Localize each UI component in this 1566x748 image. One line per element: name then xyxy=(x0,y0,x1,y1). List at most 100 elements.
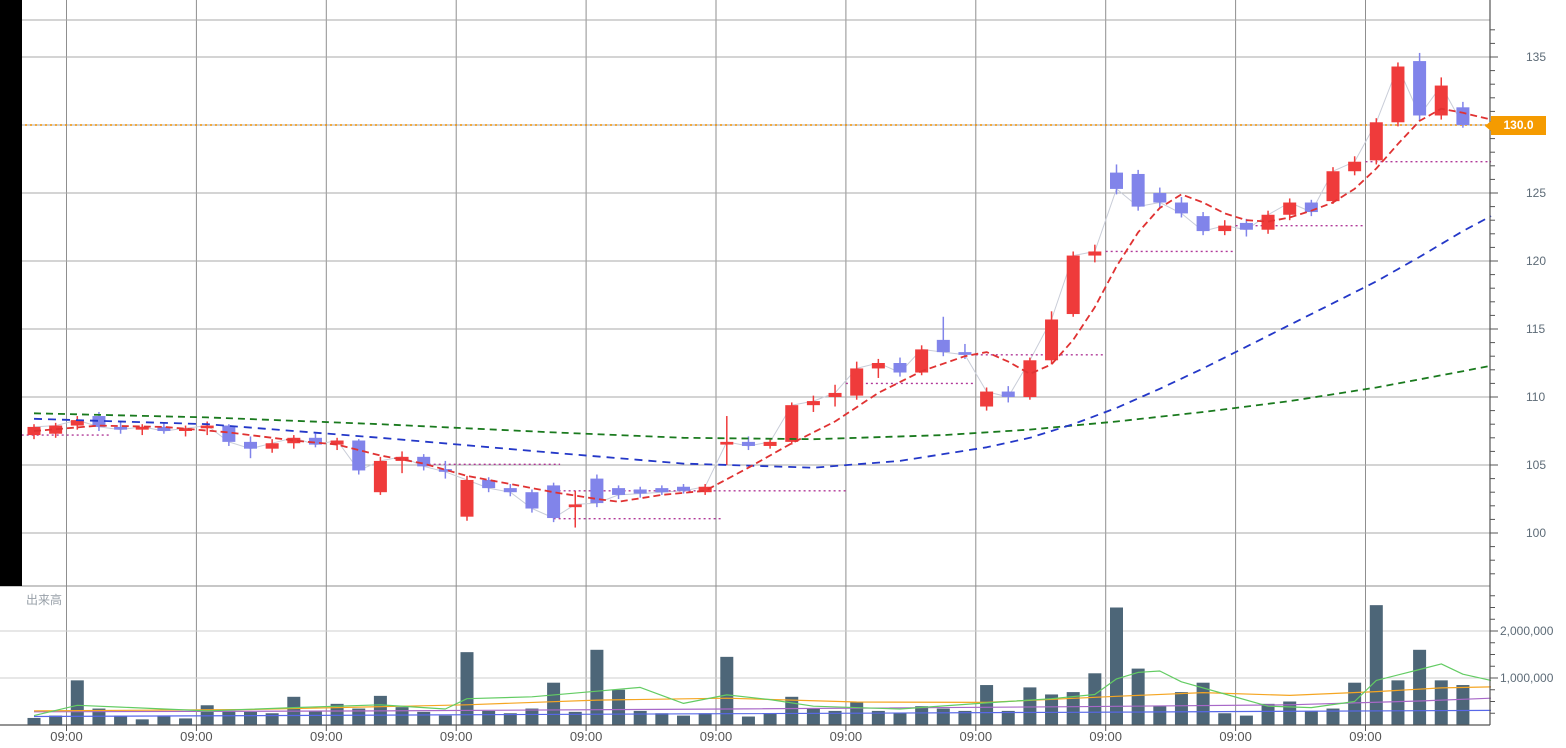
left-edge-bar xyxy=(0,0,22,586)
volume-axis-label: 1,000,000 xyxy=(1500,671,1554,685)
time-axis-label: 09:00 xyxy=(310,729,343,744)
time-axis-label: 09:00 xyxy=(830,729,863,744)
price-axis-label: 105 xyxy=(1526,458,1546,472)
volume-bar xyxy=(330,703,344,725)
price-axis-label: 120 xyxy=(1526,254,1546,268)
volume-bar xyxy=(915,706,929,725)
candle-down xyxy=(92,416,106,427)
price-axis-label: 110 xyxy=(1526,390,1545,404)
volume-bar xyxy=(806,708,820,725)
candle-down xyxy=(958,352,972,355)
price-axis-label: 100 xyxy=(1526,526,1546,540)
volume-bar xyxy=(633,710,647,725)
candle-up xyxy=(1369,122,1383,161)
candle-down xyxy=(677,486,690,491)
candle-down xyxy=(612,488,626,495)
candle-up xyxy=(980,391,994,407)
volume-bar xyxy=(244,711,257,725)
volume-ma-slow-line xyxy=(33,697,1492,713)
candle-up xyxy=(763,441,777,446)
volume-bar xyxy=(936,708,950,725)
volume-bar xyxy=(1174,692,1188,725)
candle-up xyxy=(265,443,279,449)
volume-bar xyxy=(1088,673,1102,725)
candle-down xyxy=(1239,222,1253,230)
volume-bar xyxy=(763,713,777,725)
candle-up xyxy=(1066,255,1080,315)
candle-up xyxy=(568,504,582,508)
candle-up xyxy=(200,425,214,429)
candle-down xyxy=(633,489,647,494)
candle-down xyxy=(1001,391,1015,397)
candle-up xyxy=(1045,319,1059,361)
volume-bar xyxy=(1369,605,1383,725)
candle-down xyxy=(1110,172,1123,189)
volume-bar xyxy=(1456,685,1470,725)
candle-up xyxy=(1348,161,1362,172)
volume-bar xyxy=(1304,710,1318,725)
volume-bar xyxy=(1326,708,1340,725)
volume-bar xyxy=(1153,706,1167,725)
candle-down xyxy=(525,492,539,509)
time-axis-label: 09:00 xyxy=(50,729,83,744)
candle-down xyxy=(157,426,171,431)
candle-down xyxy=(438,469,452,472)
volume-axis-label: 2,000,000 xyxy=(1500,624,1554,638)
volume-bar xyxy=(568,711,582,725)
volume-bar xyxy=(179,718,193,725)
candle-up xyxy=(460,479,474,517)
candle-up xyxy=(1391,66,1405,123)
volume-bar xyxy=(741,716,755,725)
volume-bar xyxy=(1434,680,1448,725)
candle-up xyxy=(1261,214,1275,230)
price-axis-label: 125 xyxy=(1526,186,1546,200)
candle-down xyxy=(1131,173,1145,207)
volume-bar xyxy=(828,710,842,725)
volume-bar xyxy=(525,708,539,725)
volume-bar xyxy=(460,652,474,725)
volume-bar xyxy=(1023,687,1037,725)
time-axis-label: 09:00 xyxy=(960,729,993,744)
candle-up xyxy=(720,441,734,445)
volume-bar xyxy=(547,682,561,725)
candle-down xyxy=(741,441,755,446)
volume-bar xyxy=(438,715,452,725)
candle-up xyxy=(70,420,84,426)
volume-bar xyxy=(1218,713,1232,725)
candle-up xyxy=(915,349,929,373)
volume-bar xyxy=(503,713,517,725)
volume-bar xyxy=(1391,680,1405,725)
time-axis-label: 09:00 xyxy=(700,729,733,744)
candle-down xyxy=(114,426,128,430)
time-axis-label: 09:00 xyxy=(180,729,213,744)
candle-down xyxy=(590,478,604,504)
time-axis-label: 09:00 xyxy=(570,729,603,744)
candle-down xyxy=(1413,61,1427,116)
volume-bar xyxy=(417,711,431,725)
volume-bar xyxy=(1045,694,1059,725)
volume-bar xyxy=(1001,710,1015,725)
volume-bar xyxy=(698,713,712,725)
volume-bar xyxy=(70,680,84,725)
volume-bar xyxy=(785,696,799,725)
candle-up xyxy=(395,456,409,461)
candle-down xyxy=(417,456,431,467)
time-axis-label: 09:00 xyxy=(1349,729,1382,744)
volume-bar xyxy=(114,715,128,725)
candle-down xyxy=(936,339,950,353)
last-price-value: 130.0 xyxy=(1503,118,1534,132)
volume-bar xyxy=(1066,692,1080,725)
volume-bar xyxy=(590,649,604,725)
volume-bar xyxy=(1131,668,1145,725)
volume-bar xyxy=(157,716,171,725)
candle-up xyxy=(287,437,301,444)
candle-up xyxy=(1023,360,1037,397)
volume-bar xyxy=(27,717,41,725)
time-axis-label: 09:00 xyxy=(1089,729,1122,744)
ma-long-line xyxy=(33,364,1492,441)
candle-down xyxy=(1153,193,1167,203)
volume-bar xyxy=(200,705,214,725)
price-axis-label: 135 xyxy=(1526,50,1546,64)
candle-up xyxy=(785,405,799,442)
